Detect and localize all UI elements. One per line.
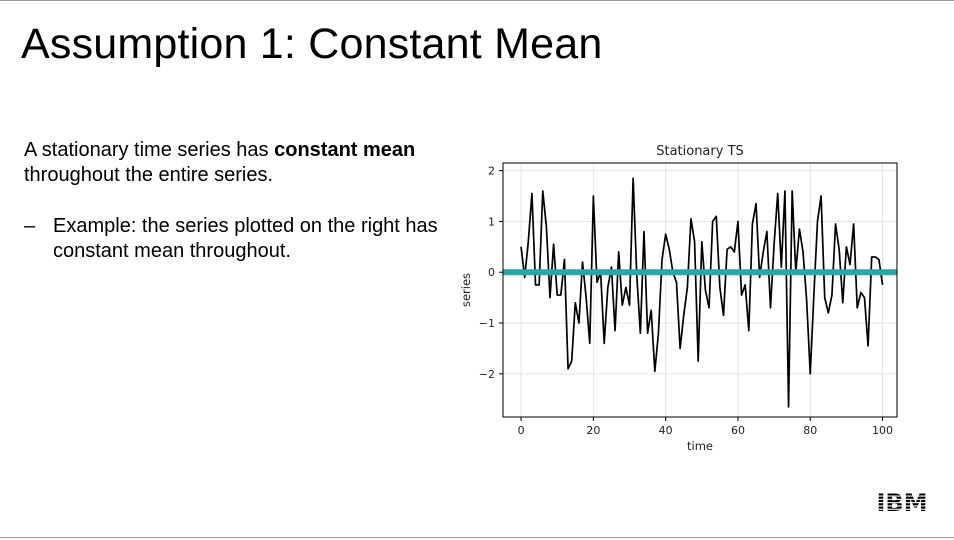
- ibm-logo-text: IBM: [876, 489, 927, 515]
- y-tick-label: 2: [488, 165, 495, 178]
- y-tick-label: 0: [488, 266, 495, 279]
- slide-title: Assumption 1: Constant Mean: [21, 20, 603, 68]
- chart-ticks: 0 20 40 60 80 100 −2 −1 0 1 2: [479, 165, 893, 437]
- x-tick-label: 0: [518, 424, 525, 437]
- y-tick-label: −1: [479, 317, 495, 330]
- y-tick-label: −2: [479, 368, 495, 381]
- bullet-text: Example: the series plotted on the right…: [53, 215, 438, 262]
- slide-top-border: [0, 0, 954, 1]
- body-paragraph: A stationary time series has constant me…: [24, 138, 454, 188]
- ibm-logo: IBM: [873, 489, 931, 515]
- x-tick-label: 80: [803, 424, 817, 437]
- x-tick-label: 100: [872, 424, 893, 437]
- bullet-dash: –: [24, 215, 36, 237]
- chart-title: Stationary TS: [656, 144, 744, 159]
- y-tick-label: 1: [488, 215, 495, 228]
- x-tick-label: 60: [731, 424, 745, 437]
- x-tick-label: 20: [586, 424, 600, 437]
- y-axis-label: series: [459, 273, 473, 307]
- slide-bottom-border: [0, 537, 954, 538]
- chart-series-layer: [520, 177, 884, 408]
- x-axis-label: time: [687, 439, 713, 453]
- stationary-ts-chart: 0 20 40 60 80 100 −2 −1 0 1 2 Stationary TS time s…: [459, 144, 898, 453]
- paragraph-bold-text: constant mean: [274, 139, 416, 161]
- series-line: [520, 177, 884, 408]
- paragraph-rest-text: throughout the entire series.: [24, 164, 274, 186]
- paragraph-plain-text: A stationary time series has: [24, 139, 275, 161]
- plot-area-frame: [502, 162, 898, 418]
- x-tick-label: 40: [659, 424, 673, 437]
